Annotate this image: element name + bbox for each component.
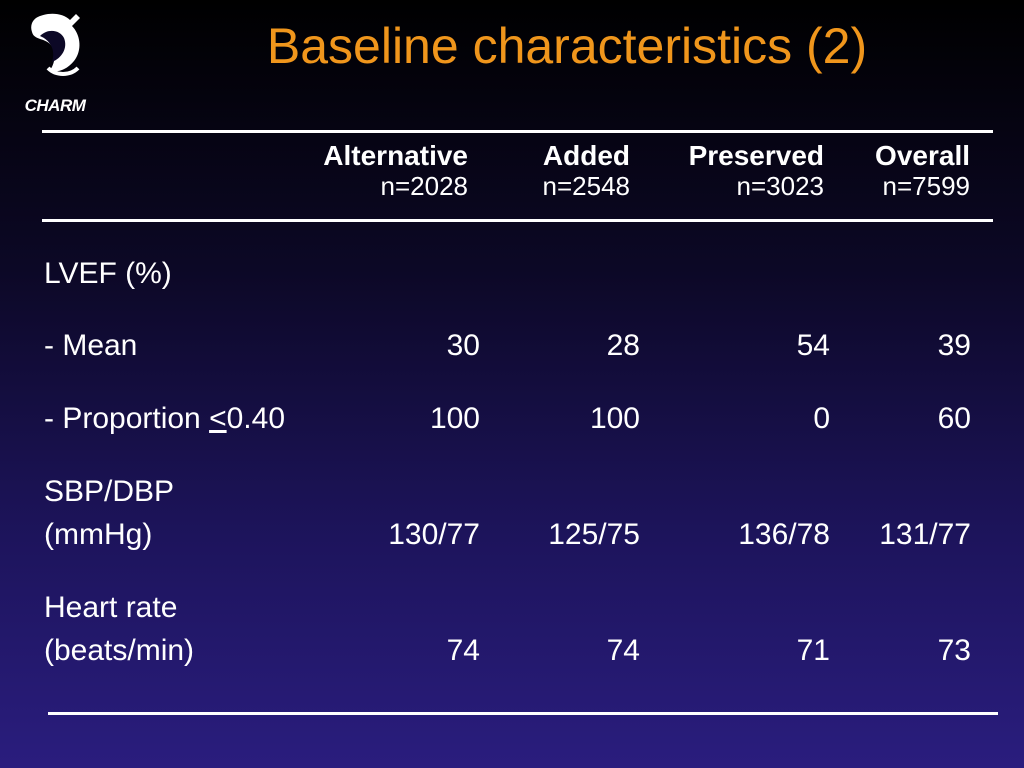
column-header-name: Overall (875, 140, 970, 171)
column-header-preserved: Preserved n=3023 (640, 140, 824, 200)
table-bottom-rule (48, 712, 998, 715)
column-header-n: n=7599 (882, 171, 970, 201)
row-label-line2: (beats/min) (44, 634, 195, 667)
table-row-lvef: LVEF (%) (44, 252, 994, 295)
cell-added: 100 (589, 402, 640, 435)
row-label-line2: (mmHg) (44, 518, 153, 551)
table-row-proportion: - Proportion <0.40 100 100 0 60 (44, 397, 994, 440)
cell-added: 28 (606, 329, 640, 362)
cell-added: 125/75 (548, 518, 640, 551)
column-header-name: Alternative (323, 140, 468, 171)
cell-preserved: 136/78 (738, 518, 830, 551)
column-header-overall: Overall n=7599 (836, 140, 970, 200)
column-header-n: n=2028 (380, 171, 468, 201)
heart-logo-icon (31, 13, 80, 76)
table-top-rule (42, 130, 993, 133)
charm-logo: CHARM (18, 10, 98, 120)
cell-added: 74 (606, 634, 640, 667)
table-row-sbp-dbp: SBP/DBP (mmHg) 130/77 125/75 136/78 131/… (44, 470, 994, 556)
less-equal-symbol: < (209, 402, 227, 435)
row-label-line1: SBP/DBP (44, 475, 175, 508)
column-header-n: n=2548 (542, 171, 630, 201)
cell-preserved: 54 (796, 329, 830, 362)
header-bottom-rule (42, 219, 993, 222)
row-label: LVEF (%) (44, 257, 172, 290)
column-header-name: Added (542, 140, 630, 171)
row-label: - Proportion <0.40 (44, 397, 285, 440)
cell-overall: 131/77 (879, 518, 971, 551)
cell-alternative: 130/77 (388, 518, 480, 551)
column-header-added: Added n=2548 (480, 140, 630, 200)
row-label: - Mean (44, 329, 138, 362)
logo-text: CHARM (24, 96, 86, 115)
row-label-prefix: - Proportion (44, 402, 210, 435)
row-label-line1: Heart rate (44, 591, 178, 624)
cell-overall: 39 (937, 329, 971, 362)
cell-preserved: 71 (796, 634, 830, 667)
cell-preserved: 0 (813, 402, 830, 435)
cell-alternative: 100 (429, 402, 480, 435)
cell-overall: 60 (937, 402, 971, 435)
column-header-n: n=3023 (736, 171, 824, 201)
cell-alternative: 74 (446, 634, 480, 667)
cell-alternative: 30 (446, 329, 480, 362)
row-label-suffix: 0.40 (226, 402, 285, 435)
table-row-mean: - Mean 30 28 54 39 (44, 324, 994, 367)
column-header-name: Preserved (688, 140, 824, 171)
column-header-alternative: Alternative n=2028 (280, 140, 468, 200)
cell-overall: 73 (937, 634, 971, 667)
table-row-heart-rate: Heart rate (beats/min) 74 74 71 73 (44, 586, 994, 672)
page-title: Baseline characteristics (2) (266, 18, 868, 74)
